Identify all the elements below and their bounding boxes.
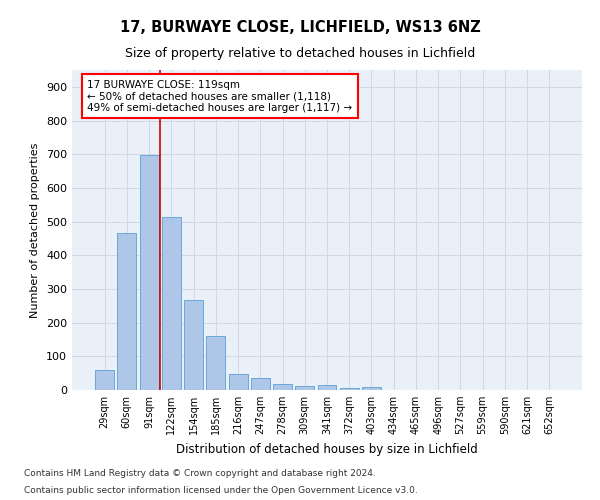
Bar	[317, 386, 337, 390]
Y-axis label: Number of detached properties: Number of detached properties	[31, 142, 40, 318]
Bar	[162, 217, 181, 390]
Text: Contains public sector information licensed under the Open Government Licence v3: Contains public sector information licen…	[24, 486, 418, 495]
Bar	[95, 370, 114, 390]
X-axis label: Distribution of detached houses by size in Lichfield: Distribution of detached houses by size …	[176, 442, 478, 456]
Bar	[295, 386, 314, 390]
Bar	[362, 388, 381, 390]
Bar	[184, 300, 203, 390]
Text: Contains HM Land Registry data © Crown copyright and database right 2024.: Contains HM Land Registry data © Crown c…	[24, 468, 376, 477]
Text: Size of property relative to detached houses in Lichfield: Size of property relative to detached ho…	[125, 48, 475, 60]
Bar	[118, 232, 136, 390]
Bar	[229, 374, 248, 390]
Bar	[251, 378, 270, 390]
Bar	[340, 388, 359, 390]
Bar	[273, 384, 292, 390]
Bar	[206, 336, 225, 390]
Text: 17 BURWAYE CLOSE: 119sqm
← 50% of detached houses are smaller (1,118)
49% of sem: 17 BURWAYE CLOSE: 119sqm ← 50% of detach…	[88, 80, 352, 113]
Text: 17, BURWAYE CLOSE, LICHFIELD, WS13 6NZ: 17, BURWAYE CLOSE, LICHFIELD, WS13 6NZ	[119, 20, 481, 35]
Bar	[140, 155, 158, 390]
